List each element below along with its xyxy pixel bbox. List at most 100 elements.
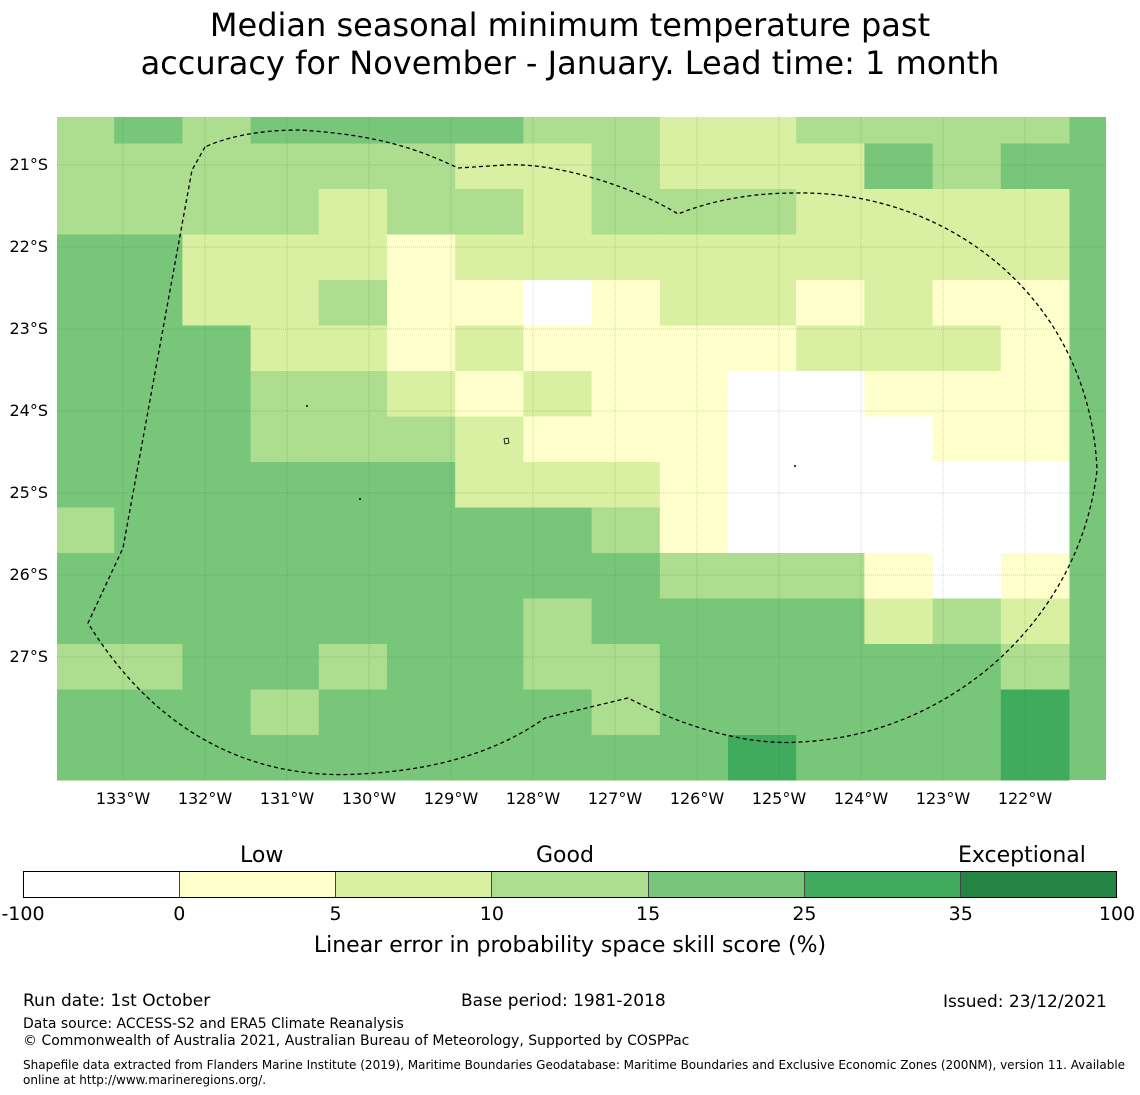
map-cell xyxy=(455,234,524,281)
data-source: Data source: ACCESS-S2 and ERA5 Climate … xyxy=(23,1016,404,1032)
issued-date: Issued: 23/12/2021 xyxy=(943,992,1107,1012)
map-cell xyxy=(659,280,729,326)
map-cell xyxy=(182,553,252,599)
map-cell xyxy=(455,371,524,417)
map-cell xyxy=(523,507,593,554)
map-cell xyxy=(57,143,115,190)
map-cell xyxy=(864,117,934,144)
map-cell xyxy=(182,189,252,235)
map-cell xyxy=(523,189,593,235)
latitude-label: 22°S xyxy=(9,237,48,256)
map-cell xyxy=(591,280,661,326)
map-cell xyxy=(1000,325,1070,372)
graticule xyxy=(57,117,1106,780)
map-cell xyxy=(728,143,797,190)
map-cell xyxy=(182,507,252,554)
map-cell xyxy=(728,507,797,554)
map-cell xyxy=(796,189,865,235)
map-cell xyxy=(864,325,934,372)
colorbar-segment xyxy=(648,872,805,897)
map-cell xyxy=(318,462,388,508)
map-cell xyxy=(1000,280,1070,326)
map-cell xyxy=(387,280,456,326)
map-cell xyxy=(591,117,661,144)
map-cell xyxy=(114,143,183,190)
map-cell xyxy=(523,117,593,144)
map-cell xyxy=(318,644,388,690)
map-cell xyxy=(659,234,729,281)
map-cell xyxy=(591,234,661,281)
map-cell xyxy=(659,507,729,554)
map-cell xyxy=(591,689,661,736)
colorbar-segment xyxy=(24,872,181,897)
map-cell xyxy=(318,117,388,144)
map-cell xyxy=(932,143,1002,190)
map-cell xyxy=(864,280,934,326)
skill-score-map xyxy=(57,117,1106,781)
map-cell xyxy=(728,234,797,281)
map-cell xyxy=(523,143,593,190)
map-cell xyxy=(728,598,797,645)
map-cell xyxy=(932,507,1002,554)
map-cell xyxy=(864,507,934,554)
map-cell xyxy=(591,462,661,508)
map-cell xyxy=(932,189,1002,235)
longitude-label: 130°W xyxy=(341,789,397,808)
map-cell xyxy=(1000,462,1070,508)
colorbar-segment xyxy=(492,872,649,897)
map-cell xyxy=(455,189,524,235)
colorbar-segment xyxy=(180,872,337,897)
map-cell xyxy=(523,462,593,508)
map-cell xyxy=(250,598,320,645)
colorbar-category-good: Good xyxy=(536,843,594,868)
map-cell xyxy=(796,117,865,144)
map-cell xyxy=(318,143,388,190)
map-cell xyxy=(523,735,593,781)
map-cell xyxy=(250,644,320,690)
longitude-label: 126°W xyxy=(669,789,725,808)
longitude-label: 124°W xyxy=(833,789,889,808)
map-cell xyxy=(728,371,797,417)
map-cell xyxy=(114,462,183,508)
run-date: Run date: 1st October xyxy=(23,991,211,1011)
map-cell xyxy=(57,462,115,508)
map-cell xyxy=(114,117,183,144)
colorbar-tick-label: -100 xyxy=(1,903,45,925)
map-cell xyxy=(250,189,320,235)
map-cell xyxy=(250,325,320,372)
map-cell xyxy=(728,416,797,463)
map-cell xyxy=(318,735,388,781)
map-cell xyxy=(591,553,661,599)
map-cell xyxy=(318,598,388,645)
map-cell xyxy=(728,117,797,144)
eez-boundary xyxy=(87,129,1098,776)
map-cell xyxy=(1000,117,1070,144)
map-cell xyxy=(659,416,729,463)
map-cell xyxy=(114,644,183,690)
map-cell xyxy=(182,234,252,281)
map-cell xyxy=(182,644,252,690)
map-cell xyxy=(114,371,183,417)
map-cell xyxy=(796,143,865,190)
map-cell xyxy=(796,325,865,372)
map-cell xyxy=(114,689,183,736)
map-cell xyxy=(57,280,115,326)
map-cell xyxy=(455,689,524,736)
longitude-label: 129°W xyxy=(423,789,479,808)
latitude-label: 26°S xyxy=(9,565,48,584)
map-cell xyxy=(1000,507,1070,554)
map-cell xyxy=(387,143,456,190)
map-cell xyxy=(728,325,797,372)
map-cell xyxy=(523,280,593,326)
colorbar-tick-label: 5 xyxy=(329,903,342,925)
colorbar-tick-label: 10 xyxy=(479,903,504,925)
copyright: © Commonwealth of Australia 2021, Austra… xyxy=(23,1033,690,1049)
shapefile-credit-line-1: Shapefile data extracted from Flanders M… xyxy=(23,1058,1126,1072)
map-cell xyxy=(796,644,865,690)
colorbar-segment xyxy=(336,872,493,897)
map-cell xyxy=(1000,371,1070,417)
map-cell xyxy=(455,644,524,690)
map-cell xyxy=(455,462,524,508)
map-cell xyxy=(1000,598,1070,645)
latitude-label: 21°S xyxy=(9,155,48,174)
